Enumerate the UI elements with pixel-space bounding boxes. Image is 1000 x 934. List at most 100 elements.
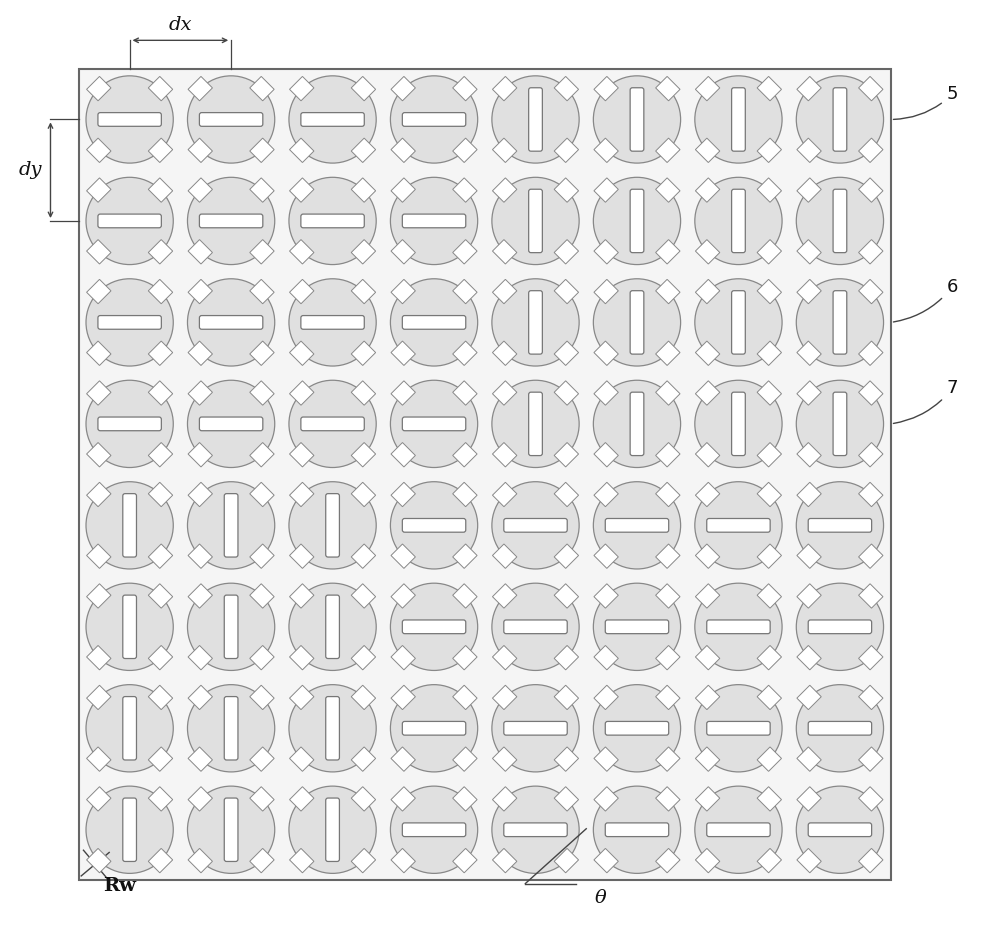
Circle shape (796, 76, 884, 163)
Circle shape (593, 177, 681, 264)
Circle shape (187, 380, 275, 468)
Circle shape (289, 76, 376, 163)
FancyBboxPatch shape (98, 214, 161, 228)
Polygon shape (594, 482, 618, 506)
FancyBboxPatch shape (402, 518, 466, 532)
Polygon shape (492, 279, 517, 304)
Polygon shape (148, 482, 173, 506)
Circle shape (492, 685, 579, 771)
Circle shape (86, 482, 173, 569)
Polygon shape (250, 381, 274, 405)
Polygon shape (797, 584, 821, 608)
Polygon shape (188, 747, 212, 771)
Polygon shape (290, 77, 314, 101)
Circle shape (796, 685, 884, 771)
Polygon shape (250, 482, 274, 506)
Polygon shape (492, 786, 517, 811)
Polygon shape (453, 381, 477, 405)
Polygon shape (656, 341, 680, 365)
Bar (79, 69, 891, 881)
Polygon shape (797, 747, 821, 771)
Polygon shape (594, 279, 618, 304)
Polygon shape (87, 848, 111, 872)
Polygon shape (290, 686, 314, 710)
Polygon shape (148, 138, 173, 163)
Polygon shape (656, 177, 680, 203)
Polygon shape (492, 482, 517, 506)
Circle shape (593, 278, 681, 366)
Polygon shape (695, 443, 720, 467)
Polygon shape (290, 848, 314, 872)
Polygon shape (594, 381, 618, 405)
Polygon shape (391, 686, 415, 710)
Polygon shape (757, 544, 782, 569)
Polygon shape (695, 77, 720, 101)
Polygon shape (391, 443, 415, 467)
Polygon shape (87, 240, 111, 264)
Polygon shape (492, 584, 517, 608)
FancyBboxPatch shape (707, 721, 770, 735)
FancyBboxPatch shape (707, 518, 770, 532)
Circle shape (593, 583, 681, 671)
Polygon shape (554, 279, 579, 304)
Polygon shape (188, 482, 212, 506)
FancyBboxPatch shape (732, 290, 745, 354)
Polygon shape (250, 747, 274, 771)
Circle shape (187, 482, 275, 569)
Polygon shape (351, 848, 376, 872)
FancyBboxPatch shape (224, 697, 238, 760)
Polygon shape (391, 645, 415, 670)
Polygon shape (797, 645, 821, 670)
Circle shape (390, 76, 478, 163)
Polygon shape (695, 786, 720, 811)
FancyBboxPatch shape (707, 823, 770, 837)
Polygon shape (797, 686, 821, 710)
Circle shape (86, 380, 173, 468)
Polygon shape (757, 686, 782, 710)
Polygon shape (290, 544, 314, 569)
Polygon shape (148, 848, 173, 872)
Polygon shape (757, 747, 782, 771)
Polygon shape (290, 443, 314, 467)
FancyBboxPatch shape (833, 88, 847, 151)
Polygon shape (188, 240, 212, 264)
Text: Rw: Rw (103, 877, 136, 896)
Polygon shape (695, 686, 720, 710)
Polygon shape (290, 138, 314, 163)
Circle shape (390, 177, 478, 264)
Text: θ: θ (594, 888, 606, 907)
FancyBboxPatch shape (605, 823, 669, 837)
Polygon shape (351, 584, 376, 608)
Polygon shape (757, 279, 782, 304)
Polygon shape (797, 482, 821, 506)
Polygon shape (656, 482, 680, 506)
Polygon shape (87, 747, 111, 771)
Polygon shape (188, 341, 212, 365)
Polygon shape (148, 279, 173, 304)
Polygon shape (391, 177, 415, 203)
Polygon shape (290, 482, 314, 506)
Polygon shape (859, 747, 883, 771)
Polygon shape (250, 848, 274, 872)
Polygon shape (148, 544, 173, 569)
Polygon shape (351, 341, 376, 365)
Circle shape (187, 786, 275, 873)
Polygon shape (148, 443, 173, 467)
FancyBboxPatch shape (732, 88, 745, 151)
Polygon shape (656, 443, 680, 467)
Polygon shape (492, 645, 517, 670)
Polygon shape (554, 138, 579, 163)
FancyBboxPatch shape (402, 721, 466, 735)
Polygon shape (453, 848, 477, 872)
Polygon shape (695, 544, 720, 569)
Polygon shape (188, 848, 212, 872)
Circle shape (593, 685, 681, 771)
Polygon shape (188, 584, 212, 608)
Polygon shape (757, 177, 782, 203)
Polygon shape (351, 786, 376, 811)
Polygon shape (250, 240, 274, 264)
Circle shape (796, 278, 884, 366)
Circle shape (390, 685, 478, 771)
Polygon shape (250, 443, 274, 467)
Polygon shape (797, 77, 821, 101)
